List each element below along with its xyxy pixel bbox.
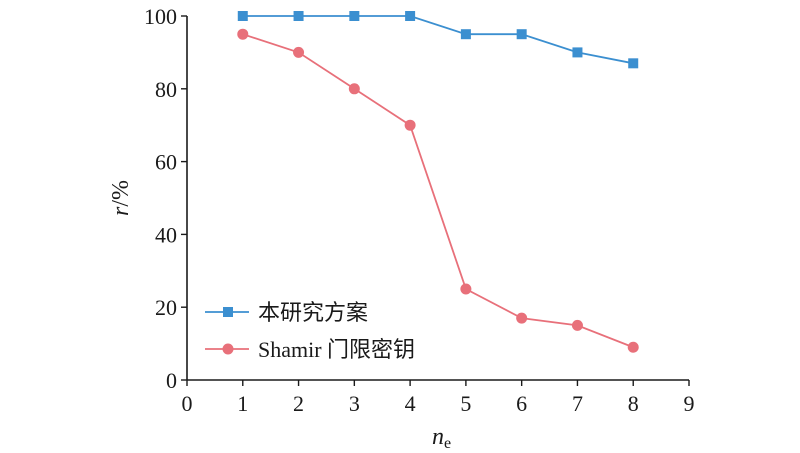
x-axis-title: ne xyxy=(432,424,451,452)
series-line-1 xyxy=(242,33,634,349)
series-1-point xyxy=(237,28,249,40)
series-1-point xyxy=(571,319,583,331)
series-1-point xyxy=(460,283,472,295)
series-0-point xyxy=(572,47,583,58)
x-ticks: 0 1 2 3 4 5 6 7 8 9 xyxy=(182,380,695,416)
series-0-point xyxy=(516,29,527,40)
legend-marker-1 xyxy=(222,343,234,355)
x-tick-label: 2 xyxy=(293,391,304,416)
series-1-point xyxy=(516,312,528,324)
x-tick-label: 8 xyxy=(628,391,639,416)
x-tick-label: 6 xyxy=(516,391,527,416)
y-tick-label: 20 xyxy=(155,295,177,320)
y-tick-label: 100 xyxy=(144,4,177,29)
x-tick-label: 4 xyxy=(405,391,416,416)
x-axis-title-main: n xyxy=(432,424,444,450)
axes xyxy=(186,16,689,381)
series-1-point xyxy=(404,119,416,131)
series-1-point xyxy=(348,83,360,95)
y-tick-label: 80 xyxy=(155,77,177,102)
x-tick-label: 5 xyxy=(460,391,471,416)
x-tick-label: 0 xyxy=(182,391,193,416)
series-0-point xyxy=(405,11,416,21)
x-axis-title-sub: e xyxy=(444,435,451,452)
x-tick-label: 1 xyxy=(237,391,248,416)
y-ticks: 0 20 40 60 80 100 xyxy=(144,4,187,393)
y-axis-title-main: r xyxy=(108,206,134,216)
y-tick-label: 60 xyxy=(155,150,177,175)
x-tick-label: 3 xyxy=(349,391,360,416)
legend-entry-0: 本研究方案 xyxy=(205,300,368,325)
series-0-point xyxy=(237,11,248,21)
legend-entry-1: Shamir 门限密钥 xyxy=(205,337,415,362)
series-0-point xyxy=(293,11,304,21)
series-1-point xyxy=(627,341,639,353)
series-0-point xyxy=(349,11,360,21)
legend-label-0: 本研究方案 xyxy=(258,300,368,325)
y-axis-title-rest: /% xyxy=(108,180,134,207)
y-tick-label: 0 xyxy=(166,368,177,393)
legend-marker-0 xyxy=(223,307,233,317)
series-layer xyxy=(237,11,639,353)
legend: 本研究方案 Shamir 门限密钥 xyxy=(205,300,415,362)
x-tick-label: 9 xyxy=(684,391,695,416)
y-axis-title: r/% xyxy=(108,180,134,216)
series-0-point xyxy=(460,29,471,40)
x-tick-label: 7 xyxy=(572,391,583,416)
y-tick-label: 40 xyxy=(155,222,177,247)
legend-label-1: Shamir 门限密钥 xyxy=(258,337,415,362)
series-line-0 xyxy=(242,15,634,65)
series-0-point xyxy=(628,58,639,69)
series-1-point xyxy=(293,46,305,58)
